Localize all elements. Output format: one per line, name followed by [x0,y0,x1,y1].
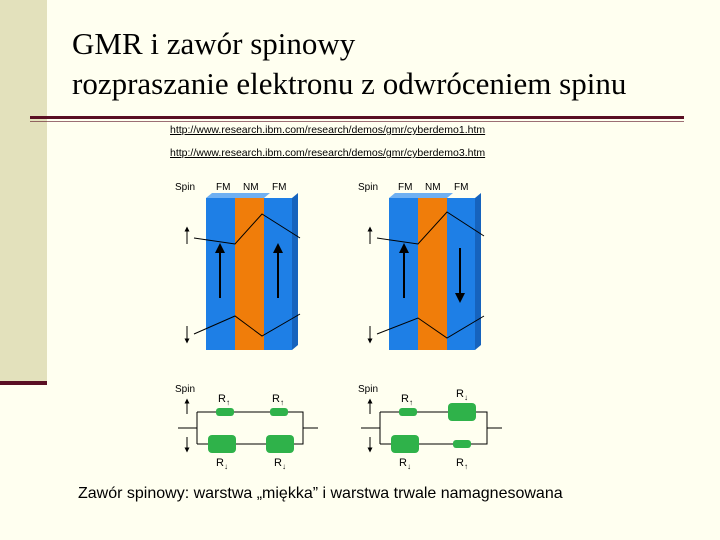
parallel-resistor-circuit: Spin R↑ R↑ R↓ R↓ [175,384,318,471]
link-cyberdemo1[interactable]: http://www.research.ibm.com/research/dem… [170,124,486,136]
resistor-small [270,408,288,416]
sidebar-decoration [0,0,47,385]
antiparallel-alignment-panel: Spin FM NM FM [358,182,485,350]
electron-path-spin-down [376,315,485,339]
spin-label: Spin [358,384,378,395]
layer-label-nm: NM [425,182,441,193]
title-divider-thin [30,121,684,122]
resistor-label-down: R↓ [216,457,228,471]
resistor-large [448,403,476,421]
resistor-label-up: R↑ [401,393,413,407]
resistor-large [266,435,294,453]
title-divider [30,116,684,119]
resistor-small [453,440,471,448]
resistor-label-down: R↓ [274,457,286,471]
resistor-label-up: R↑ [218,393,230,407]
slide-caption: Zawór spinowy: warstwa „miękka” i warstw… [78,485,563,502]
nm-layer [235,198,264,350]
sidebar-accent-line [0,381,47,385]
electron-path-spin-up [193,213,301,245]
layer-top-face [389,193,453,198]
resistor-large [391,435,419,453]
resistor-label-up: R↑ [456,457,468,471]
layer-label-fm-left: FM [216,182,230,193]
layer-top-face [206,193,270,198]
layer-side-face [292,193,298,350]
spin-label: Spin [358,182,378,193]
title-line-2: rozpraszanie elektronu z odwróceniem spi… [72,66,627,101]
electron-path-spin-down [193,313,301,337]
layer-side-face [475,193,481,350]
parallel-alignment-panel: Spin FM NM FM [175,182,301,350]
layer-label-fm-right: FM [454,182,468,193]
slide-title: GMR i zawór spinowy rozpraszanie elektro… [72,24,626,104]
resistor-label-down: R↓ [456,388,468,402]
resistor-small [216,408,234,416]
nm-layer [418,198,447,350]
layer-label-fm-right: FM [272,182,286,193]
spin-label: Spin [175,384,195,395]
layer-label-fm-left: FM [398,182,412,193]
antiparallel-resistor-circuit: Spin R↑ R↓ R↓ R↑ [358,384,502,471]
resistor-label-down: R↓ [399,457,411,471]
electron-path-spin-up [376,211,485,245]
spin-label: Spin [175,182,195,193]
layer-label-nm: NM [243,182,259,193]
resistor-large [208,435,236,453]
resistor-small [399,408,417,416]
resistor-label-up: R↑ [272,393,284,407]
title-line-1: GMR i zawór spinowy [72,26,356,61]
link-cyberdemo3[interactable]: http://www.research.ibm.com/research/dem… [170,147,486,159]
